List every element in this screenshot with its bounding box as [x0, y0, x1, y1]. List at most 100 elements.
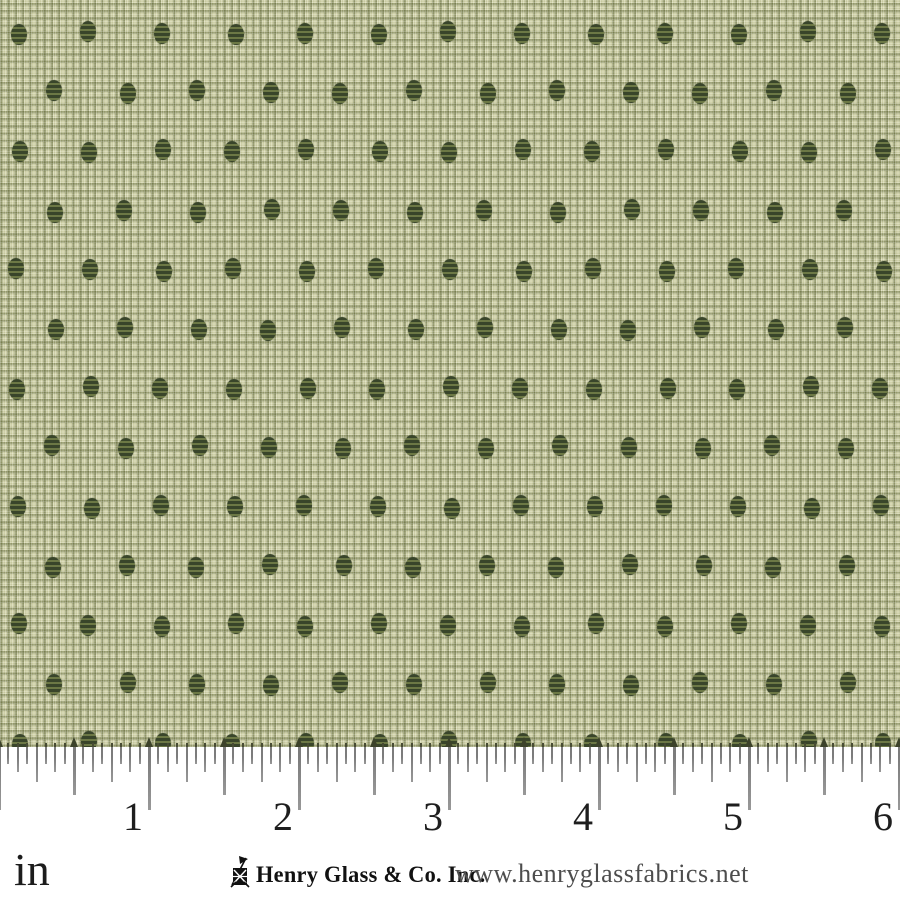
fabric-dot: [871, 377, 888, 399]
fabric-dot: [620, 436, 637, 458]
ruler: 1 2 3 4 5 6 in Henry Glass & Co. Inc. ww…: [0, 737, 900, 900]
ruler-tick: [551, 743, 554, 764]
fabric-dot: [372, 140, 389, 162]
fabric-dot: [874, 22, 890, 44]
fabric-dot: [586, 379, 602, 401]
fabric-dot: [404, 556, 421, 578]
ruler-tick: [101, 743, 104, 764]
fabric-dot: [82, 259, 98, 281]
fabric-dot: [623, 81, 640, 103]
ruler-tick: [363, 743, 366, 764]
ruler-tick: [410, 743, 413, 782]
fabric-dot: [766, 673, 782, 695]
fabric-dot: [296, 616, 313, 637]
fabric-dot: [12, 140, 29, 162]
fabric-dot: [191, 318, 208, 340]
ruler-tick: [663, 743, 666, 764]
ruler-tick: [832, 743, 835, 764]
ruler-tick: [457, 743, 460, 764]
fabric-dot: [79, 614, 96, 636]
ruler-tick: [476, 743, 479, 764]
fabric-dot: [624, 198, 641, 220]
ruler-tick: [879, 743, 882, 772]
ruler-tick: [382, 743, 385, 764]
fabric-dot: [767, 201, 784, 223]
fabric-dot: [804, 497, 821, 519]
fabric-dot: [439, 614, 456, 636]
fabric-dot: [658, 139, 674, 161]
fabric-dot: [115, 200, 132, 222]
fabric-dot: [731, 613, 748, 634]
fabric-dot: [442, 259, 458, 281]
fabric-dot: [263, 81, 280, 103]
fabric-dot: [838, 438, 854, 460]
fabric-dot: [874, 616, 890, 637]
fabric-dot: [298, 139, 314, 161]
fabric-dot: [116, 317, 133, 338]
ruler-tick: [298, 743, 301, 810]
fabric-dot: [656, 22, 673, 44]
ruler-tick-head: [370, 737, 378, 747]
ruler-tick: [588, 743, 591, 764]
fabric-dot: [840, 83, 857, 105]
ruler-tick: [204, 743, 207, 772]
fabric-dot: [478, 438, 494, 460]
ruler-tick-head: [670, 737, 678, 747]
ruler-tick: [429, 743, 432, 772]
fabric-dot: [296, 22, 313, 44]
ruler-tick: [541, 743, 544, 772]
ruler-tick: [851, 743, 854, 764]
fabric-dot: [47, 201, 64, 223]
fabric-dot: [514, 22, 530, 44]
fabric-dot: [876, 260, 893, 282]
fabric-dot: [298, 732, 314, 747]
fabric-dot: [875, 732, 892, 747]
fabric-dot: [371, 613, 388, 634]
ruler-tick: [138, 743, 141, 764]
fabric-dot: [619, 320, 636, 341]
ruler-tick: [710, 743, 713, 782]
fabric-dot: [84, 497, 101, 519]
fabric-dot: [226, 379, 242, 401]
fabric-dot: [475, 200, 492, 222]
fabric-dot: [332, 200, 349, 222]
fabric-dot: [872, 494, 889, 516]
ruler-tick: [607, 743, 610, 764]
ruler-tick: [729, 743, 732, 772]
fabric-dot: [263, 675, 280, 697]
ruler-number-1: 1: [123, 794, 143, 839]
fabric-dot: [695, 438, 712, 460]
fabric-dot: [152, 494, 169, 516]
ruler-tick-head: [745, 737, 753, 747]
fabric-dot: [7, 257, 24, 279]
ruler-tick: [644, 743, 647, 764]
ruler-tick: [279, 743, 282, 772]
ruler-tick: [523, 743, 526, 795]
ruler-tick: [898, 743, 900, 810]
thread-spool-icon: [230, 856, 250, 888]
fabric-dot: [764, 556, 781, 578]
fabric-dot: [731, 24, 748, 45]
fabric-dot: [732, 140, 749, 162]
fabric-dot: [588, 24, 605, 45]
ruler-tick: [869, 743, 872, 764]
fabric-dot: [511, 377, 528, 399]
ruler-tick: [888, 743, 891, 764]
ruler-tick: [738, 743, 741, 764]
ruler-tick: [82, 743, 85, 764]
ruler-tick: [44, 743, 47, 764]
fabric-dot: [403, 435, 420, 457]
fabric-dot: [155, 139, 172, 161]
fabric-dot: [188, 673, 205, 695]
fabric-dot: [264, 198, 281, 220]
ruler-tick: [7, 743, 10, 764]
fabric-dot: [836, 317, 853, 338]
fabric-dot: [803, 376, 820, 398]
fabric-dot: [839, 555, 856, 577]
ruler-tick: [494, 743, 497, 764]
ruler-tick-head: [220, 737, 228, 747]
fabric-dot: [48, 318, 65, 340]
fabric-dot: [514, 616, 530, 637]
ruler-tick: [401, 743, 404, 764]
